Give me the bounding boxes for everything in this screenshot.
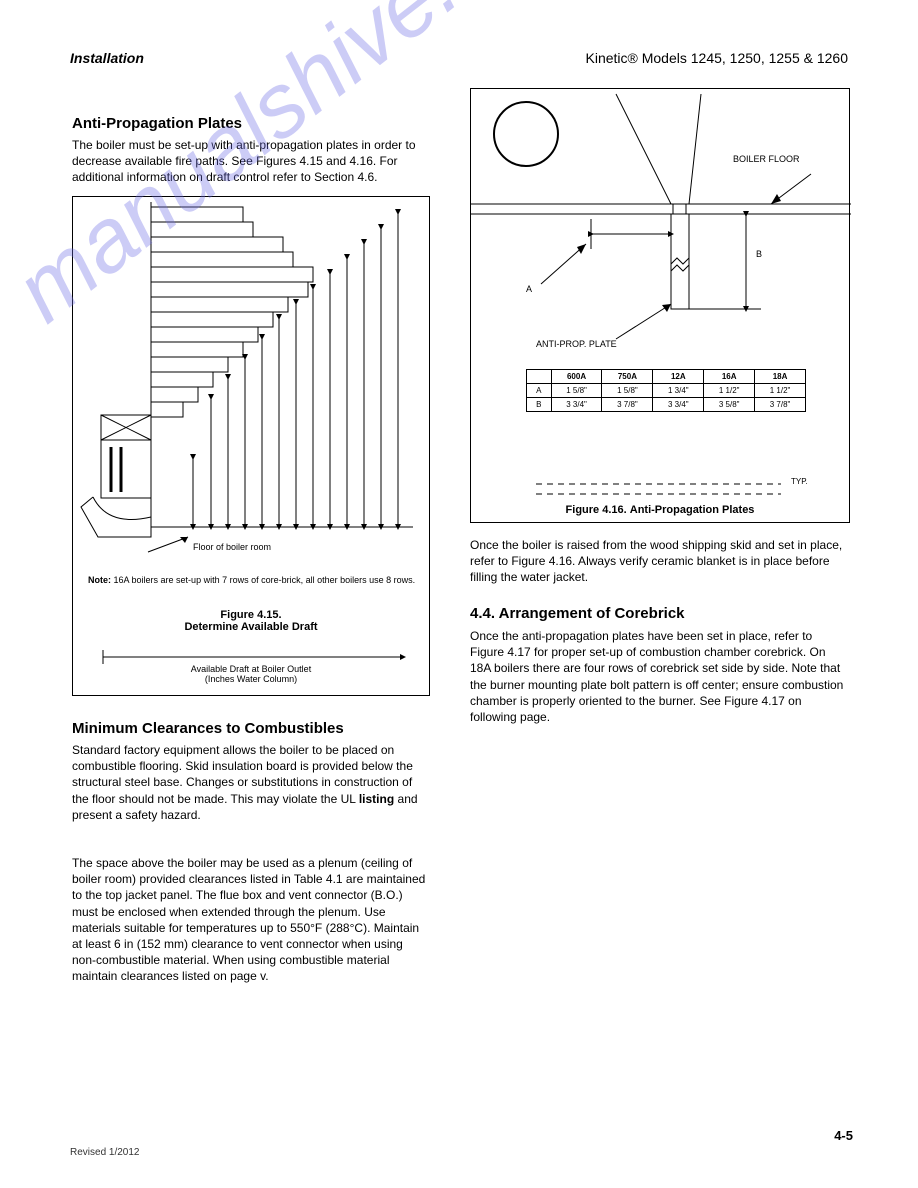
arrange-title: 4.4. Arrangement of Corebrick	[470, 605, 685, 622]
clear-body: Standard factory equipment allows the bo…	[72, 742, 427, 823]
fig15-note: Note: 16A boilers are set-up with 7 rows…	[88, 575, 418, 585]
table-row: B 3 3/4" 3 7/8" 3 3/4" 3 5/8" 3 7/8"	[527, 398, 806, 412]
fig16-typ: TYP.	[791, 477, 808, 486]
fig16-floor-label: BOILER FLOOR	[733, 154, 800, 164]
page-number: 4-5	[834, 1128, 853, 1143]
ap-body: The boiler must be set-up with anti-prop…	[72, 137, 427, 186]
arrange-body: Once the anti-propagation plates have be…	[470, 628, 848, 725]
clear-para3: The space above the boiler may be used a…	[72, 855, 427, 985]
figure-4-15: Floor of boiler room Note: 16A boilers a…	[72, 196, 430, 696]
fig16-table: 600A 750A 12A 16A 18A A 1 5/8" 1 5/8" 1 …	[526, 369, 806, 412]
r-para1-text: Once the boiler is raised from the wood …	[470, 537, 848, 586]
fig16-a-label: A	[526, 284, 532, 294]
table-header-row: 600A 750A 12A 16A 18A	[527, 370, 806, 384]
footer-text: Revised 1/2012	[70, 1147, 140, 1158]
header-left: Installation	[70, 50, 144, 66]
fig15-axis-label: Available Draft at Boiler Outlet (Inches…	[73, 664, 429, 684]
clear-title: Minimum Clearances to Combustibles	[72, 720, 344, 737]
table-row: A 1 5/8" 1 5/8" 1 3/4" 1 1/2" 1 1/2"	[527, 384, 806, 398]
fig16-plate-label: ANTI-PROP. PLATE	[536, 339, 617, 349]
fig16-caption: Figure 4.16. Anti-Propagation Plates	[471, 504, 849, 516]
fig15-caption: Figure 4.15. Determine Available Draft	[73, 609, 429, 633]
figure-4-16: BOILER FLOOR A B ANTI-PROP. PLATE 600A 7…	[470, 88, 850, 523]
ap-title: Anti-Propagation Plates	[72, 115, 242, 132]
fig15-floor-label: Floor of boiler room	[193, 542, 271, 552]
fig16-b-label: B	[756, 249, 762, 259]
header-right: Kinetic® Models 1245, 1250, 1255 & 1260	[586, 50, 849, 66]
